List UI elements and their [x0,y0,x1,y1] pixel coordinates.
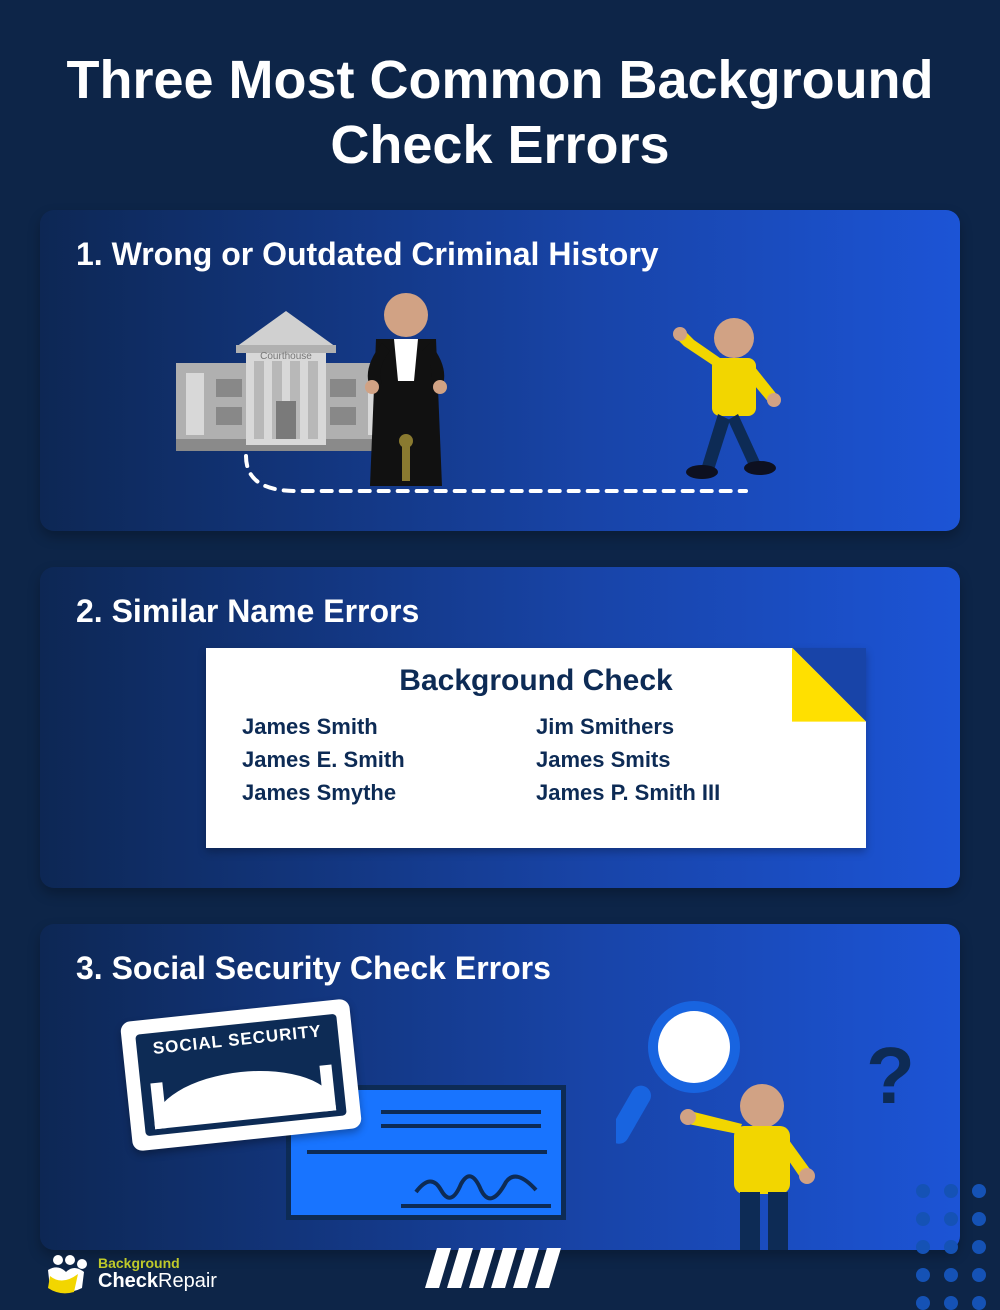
logo-text-top: Background [98,1256,217,1271]
name-5: James Smits [536,743,830,776]
card-1-title: Wrong or Outdated Criminal History [112,236,659,272]
slashes-decoration-icon [425,1248,575,1288]
card-1-scene: Courthouse [76,291,924,501]
card-1-heading: 1. Wrong or Outdated Criminal History [76,236,924,273]
ss-label: SOCIAL SECURITY [152,1021,323,1058]
document-names: James Smith James E. Smith James Smythe … [206,710,866,809]
card-2-heading: 2. Similar Name Errors [76,593,924,630]
card-name-errors: 2. Similar Name Errors Background Check … [40,567,960,888]
name-4: Jim Smithers [536,710,830,743]
logo-icon [44,1252,88,1296]
card-1-number: 1. [76,236,103,272]
question-mark-icon: ? [866,1030,915,1122]
walking-person-icon [666,316,796,491]
footer: Background CheckRepair [0,1230,1000,1310]
card-2-number: 2. [76,593,103,629]
dot-grid-decoration-icon [916,1184,986,1310]
card-3-scene: SOCIAL SECURITY ? [76,1005,924,1220]
signature-icon [411,1170,541,1204]
searching-person-icon [676,1080,826,1250]
card-3-number: 3. [76,950,103,986]
names-column-2: Jim Smithers James Smits James P. Smith … [536,710,830,809]
judge-figure-icon [356,291,456,486]
names-column-1: James Smith James E. Smith James Smythe [242,710,536,809]
logo-text: Background CheckRepair [98,1256,217,1292]
name-3: James Smythe [242,776,536,809]
name-6: James P. Smith III [536,776,830,809]
card-3-heading: 3. Social Security Check Errors [76,950,924,987]
brand-logo: Background CheckRepair [44,1252,217,1296]
card-ssn-errors: 3. Social Security Check Errors SOCIAL S… [40,924,960,1250]
card-criminal-history: 1. Wrong or Outdated Criminal History Co… [40,210,960,531]
logo-text-bottom: CheckRepair [98,1271,217,1292]
document-icon: Background Check James Smith James E. Sm… [206,648,866,848]
page-title: Three Most Common Background Check Error… [0,0,1000,210]
document-title: Background Check [206,648,866,710]
name-1: James Smith [242,710,536,743]
name-2: James E. Smith [242,743,536,776]
card-2-scene: Background Check James Smith James E. Sm… [76,648,924,858]
social-security-card-icon: SOCIAL SECURITY [120,998,362,1151]
card-2-title: Similar Name Errors [112,593,420,629]
card-3-title: Social Security Check Errors [112,950,551,986]
courthouse-label: Courthouse [260,351,312,362]
